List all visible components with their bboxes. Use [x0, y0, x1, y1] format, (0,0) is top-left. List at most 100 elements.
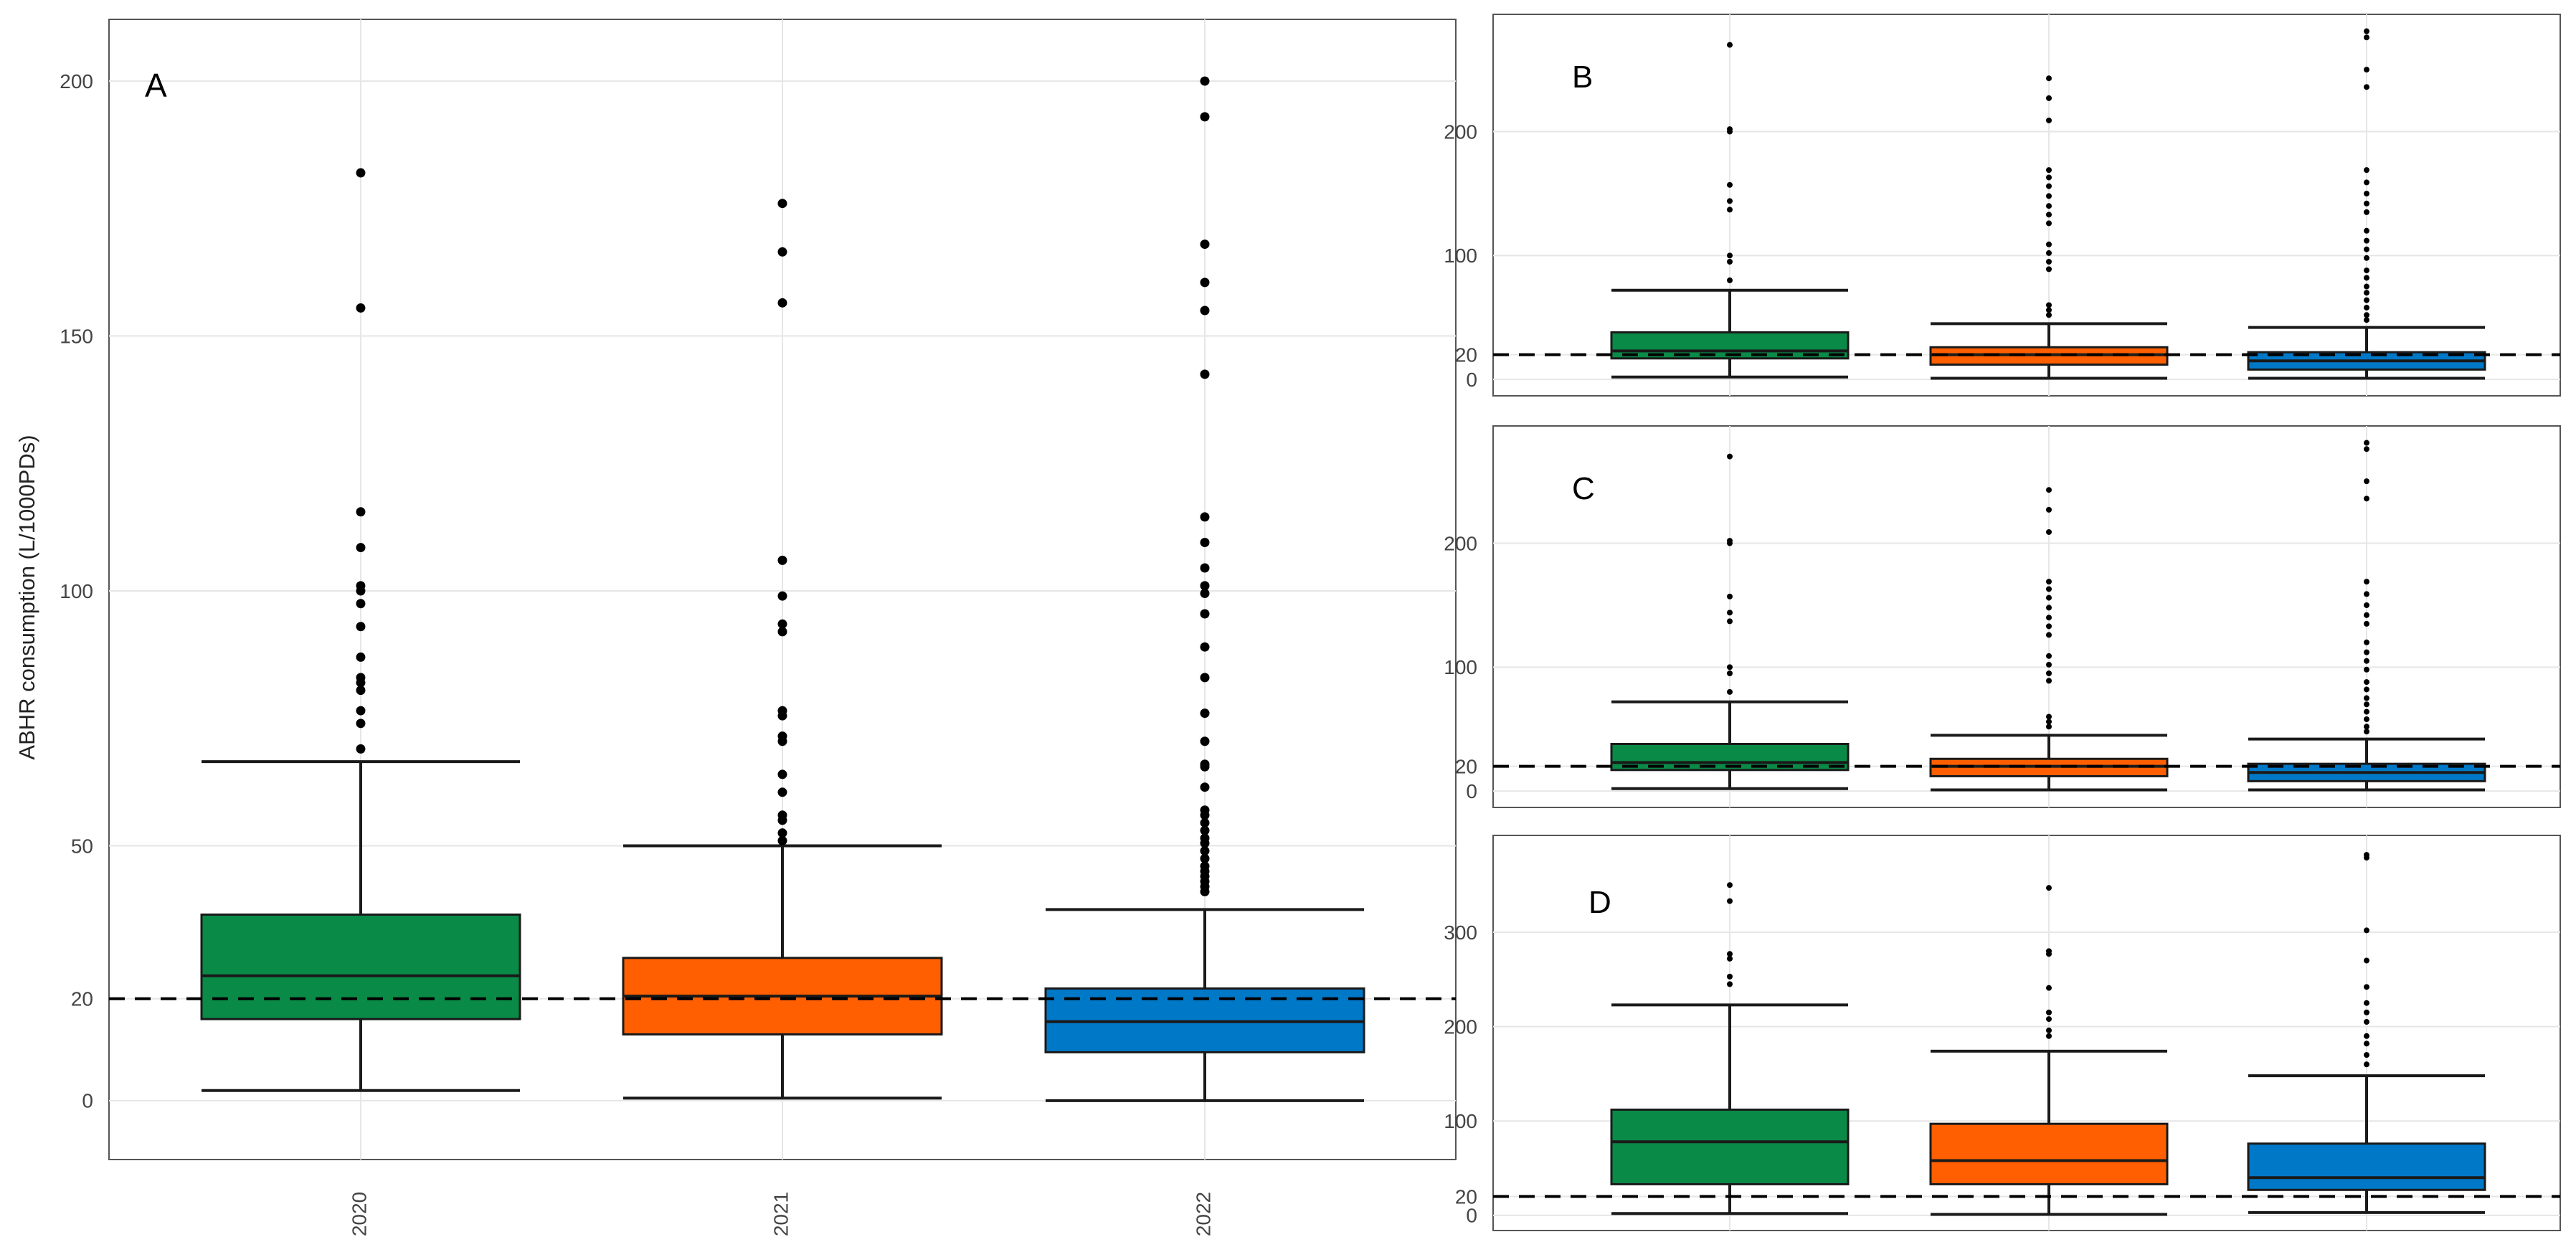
outlier-point [2364, 246, 2369, 252]
outlier-point [2046, 307, 2052, 313]
outlier-point [2364, 28, 2369, 34]
y-tick-label: 50 [71, 835, 93, 857]
y-tick-label: 150 [60, 325, 93, 347]
panel-label: A [145, 67, 167, 104]
outlier-point [777, 828, 787, 838]
box-2021 [1929, 885, 2169, 1216]
outlier-point [2364, 724, 2369, 730]
outlier-point [2046, 117, 2052, 123]
outlier-point [2364, 209, 2369, 215]
outlier-point [2364, 591, 2369, 597]
outlier-point [1727, 955, 1733, 962]
outlier-point [2046, 1016, 2052, 1023]
outlier-point [1727, 258, 1733, 265]
iqr-box [200, 913, 521, 1020]
outlier-point [1200, 782, 1210, 792]
y-tick-label: 200 [60, 70, 93, 93]
outlier-point [777, 591, 787, 601]
outlier-point [356, 652, 366, 662]
outlier-point [1200, 825, 1210, 835]
iqr-box [1610, 1108, 1850, 1185]
iqr-box [2247, 1142, 2486, 1191]
outlier-point [2364, 957, 2369, 964]
box-2020 [1610, 882, 1850, 1215]
outlier-point [1727, 618, 1733, 625]
outlier-point [2364, 290, 2369, 296]
panel-label: C [1572, 471, 1595, 506]
outlier-point [356, 599, 366, 609]
outlier-point [2364, 34, 2369, 41]
outlier-point [2046, 714, 2052, 720]
outlier-point [777, 619, 787, 629]
outlier-point [2046, 75, 2052, 82]
outlier-point [1200, 736, 1210, 746]
outlier-point [2046, 670, 2052, 676]
outlier-point [1727, 128, 1733, 135]
outlier-point [1200, 708, 1210, 719]
y-tick-label: 100 [60, 580, 93, 602]
outlier-point [2364, 729, 2369, 735]
outlier-point [2046, 258, 2052, 265]
outlier-point [2046, 678, 2052, 684]
outlier-point [2364, 716, 2369, 722]
outlier-point [2046, 183, 2052, 189]
outlier-point [2364, 1061, 2369, 1068]
outlier-point [2364, 304, 2369, 310]
outlier-point [2364, 1033, 2369, 1039]
iqr-box [1929, 1122, 2169, 1185]
outlier-point [1727, 670, 1733, 676]
y-tick-label: 20 [1455, 755, 1477, 777]
outlier-point [2046, 212, 2052, 218]
outlier-point [1200, 589, 1210, 599]
outlier-point [2364, 695, 2369, 701]
outlier-point [2364, 167, 2369, 174]
box-2022 [2247, 440, 2486, 792]
outlier-point [2364, 658, 2369, 664]
outlier-point [356, 719, 366, 729]
outlier-point [2046, 193, 2052, 199]
outlier-point [2364, 927, 2369, 934]
outlier-point [1200, 240, 1210, 250]
outlier-point [2364, 440, 2369, 446]
outlier-point [2364, 255, 2369, 261]
outlier-point [2364, 666, 2369, 673]
outlier-point [2364, 1019, 2369, 1025]
outlier-point [1200, 853, 1210, 863]
outlier-point [777, 835, 787, 845]
outlier-point [1200, 305, 1210, 316]
box-2022 [2247, 852, 2486, 1214]
outlier-point [1727, 593, 1733, 599]
box-2021 [622, 199, 943, 1100]
outlier-point [777, 555, 787, 565]
outlier-point [2046, 579, 2052, 585]
y-tick-label: 100 [1444, 656, 1477, 678]
outlier-point [1727, 198, 1733, 204]
outlier-point [1200, 537, 1210, 547]
outlier-point [2046, 985, 2052, 991]
outlier-point [2364, 297, 2369, 303]
outlier-point [1727, 973, 1733, 980]
outlier-point [2046, 506, 2052, 513]
outlier-point [1727, 181, 1733, 188]
outlier-point [2046, 487, 2052, 493]
outlier-point [1200, 838, 1210, 848]
outlier-point [2364, 602, 2369, 608]
outlier-point [2364, 200, 2369, 207]
outlier-point [1727, 277, 1733, 283]
outlier-point [2046, 220, 2052, 227]
x-tick-label: 2022 [1192, 1192, 1214, 1236]
outlier-point [1727, 882, 1733, 888]
outlier-point [2364, 67, 2369, 73]
outlier-point [2046, 653, 2052, 659]
outlier-point [1727, 453, 1733, 460]
outlier-point [356, 168, 366, 178]
outlier-point [2046, 885, 2052, 891]
outlier-point [2046, 1027, 2052, 1033]
outlier-point [1727, 664, 1733, 670]
outlier-point [2364, 275, 2369, 281]
outlier-point [1727, 981, 1733, 987]
outlier-point [356, 706, 366, 716]
outlier-point [2046, 724, 2052, 730]
outlier-point [1200, 673, 1210, 683]
y-tick-label: 20 [71, 988, 93, 1010]
